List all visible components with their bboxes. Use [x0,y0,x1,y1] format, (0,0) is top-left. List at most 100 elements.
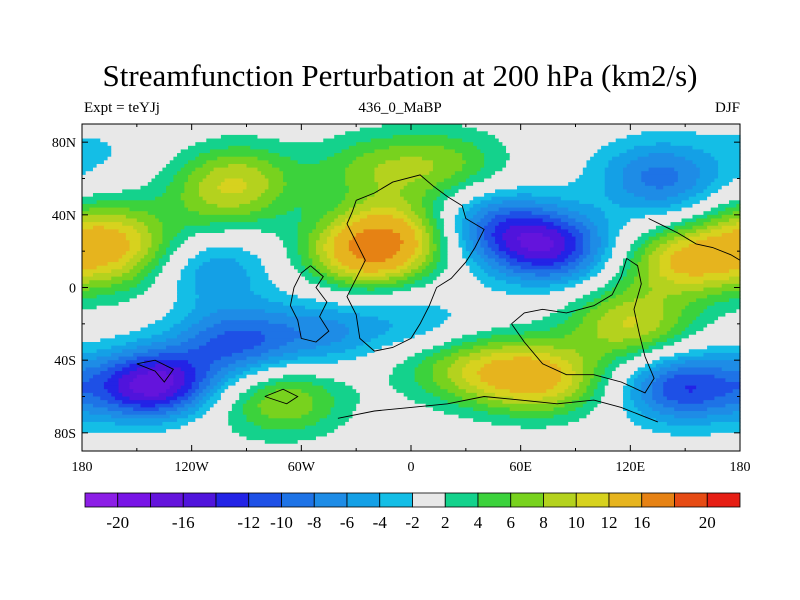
field-cell [480,367,562,372]
field-cell [509,211,533,216]
field-cell [330,287,368,292]
field-cell [623,400,635,405]
field-cell [509,225,547,230]
field-cell [392,367,416,372]
field-cell [652,240,668,245]
field-cell [155,403,174,408]
field-cell [297,251,310,256]
field-cell [195,334,218,339]
field-cell [432,236,441,241]
field-cell [82,131,346,136]
field-cell [330,407,357,412]
field-cell [385,331,427,336]
field-cell [692,389,734,394]
field-cell [82,396,101,401]
field-cell [630,265,639,270]
field-cell [82,334,116,339]
field-cell [484,178,577,183]
field-cell [425,258,434,263]
field-cell [378,163,434,169]
field-cell [718,316,741,321]
field-cell [330,392,361,398]
field-cell [400,236,416,241]
field-cell [82,407,109,412]
field-cell [506,149,599,154]
field-cell [184,189,200,194]
field-cell [220,189,244,194]
field-cell [604,185,624,190]
field-cell [637,407,653,412]
field-cell [579,352,606,358]
field-cell [140,327,171,332]
field-cell [608,309,664,314]
field-cell [169,182,185,187]
colorbar-label: 10 [568,513,585,532]
field-cell [480,149,507,154]
field-cell [385,160,434,165]
field-cell [173,156,196,161]
field-cell [593,298,609,303]
field-cell [407,356,427,361]
colorbar-swatch [84,492,119,508]
field-cell [184,203,218,209]
field-cell [630,160,694,165]
field-cell [82,269,112,274]
field-cell [432,374,449,379]
field-cell [122,400,171,405]
field-cell [261,207,295,212]
field-cell [421,200,434,205]
field-cell [736,309,741,314]
field-cell [615,367,639,372]
field-cell [506,258,518,263]
field-cell [301,334,346,339]
field-cell [462,225,471,230]
field-cell [319,233,332,238]
field-cell [696,240,741,245]
field-cell [389,320,445,325]
field-cell [411,269,423,274]
field-cell [180,196,204,201]
field-cell [319,283,339,289]
field-cell [348,243,401,249]
field-cell [652,429,741,434]
field-cell [549,247,566,252]
field-cell [220,320,270,325]
field-cell [608,381,628,387]
field-cell [707,323,741,329]
field-cell [268,378,335,383]
field-cell [696,298,730,303]
field-cell [571,272,588,278]
field-cell [191,400,200,405]
field-cell [480,200,503,205]
field-cell [326,352,368,358]
field-cell [319,316,379,321]
field-cell [414,233,423,238]
field-cell [590,276,613,281]
field-cell [626,352,642,358]
field-cell [604,211,668,216]
field-cell [421,203,434,209]
field-cell [129,331,164,336]
field-cell [198,193,262,198]
field-cell [92,374,112,379]
field-cell [484,225,496,230]
field-cell [637,320,661,325]
field-cell [663,305,686,310]
field-cell [155,251,167,256]
field-cell [597,229,609,234]
field-cell [703,400,741,405]
field-cell [407,396,441,401]
field-cell [429,243,438,249]
field-cell [421,276,438,281]
field-cell [82,203,185,209]
field-cell [250,200,273,205]
field-cell [290,262,302,267]
field-cell [158,352,233,358]
field-cell [180,411,196,416]
field-cell [345,131,489,136]
field-cell [268,272,302,278]
field-cell [144,392,160,398]
field-cell [202,396,211,401]
field-cell [582,294,602,299]
field-cell [593,222,609,227]
